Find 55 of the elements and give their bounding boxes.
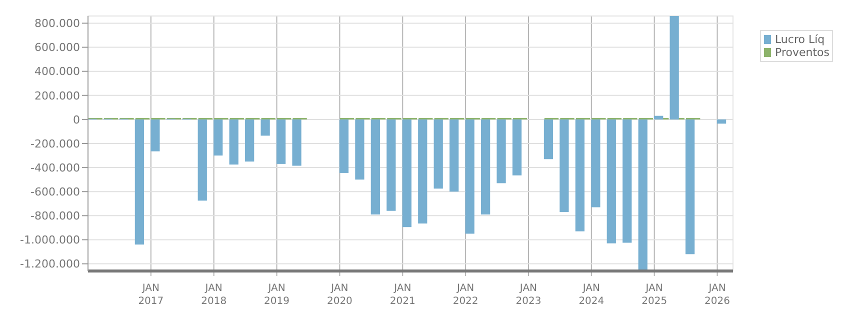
y-tick-label: 400.000 (34, 65, 80, 78)
x-tick-label: JAN 2023 (516, 283, 542, 307)
bar (670, 16, 679, 120)
y-tick-label: -1.200.000 (20, 258, 80, 271)
legend-label: Lucro Líq (775, 33, 825, 46)
bar (339, 119, 349, 173)
bar (622, 119, 632, 243)
x-tick-label: JAN 2026 (704, 283, 730, 307)
y-tick-label: 0 (73, 113, 80, 126)
x-tick-label: JAN 2019 (264, 283, 290, 307)
x-tick-label: JAN 2020 (326, 283, 352, 307)
bar (638, 119, 648, 271)
bar (418, 119, 428, 224)
y-tick-label: 200.000 (34, 89, 80, 102)
bar (370, 119, 380, 214)
x-tick-label: JAN 2022 (452, 283, 478, 307)
x-tick-label: JAN 2018 (201, 283, 227, 307)
bar (355, 119, 364, 180)
y-tick-label: 800.000 (34, 17, 80, 30)
bar (198, 119, 207, 201)
bar (229, 119, 238, 165)
bar (606, 119, 616, 244)
bar (260, 119, 270, 136)
bar (544, 119, 554, 160)
x-tick-label: JAN 2017 (138, 283, 164, 307)
y-tick-label: -600.000 (30, 186, 80, 199)
legend-label: Proventos (775, 46, 830, 59)
bar (496, 119, 506, 184)
bar (716, 119, 726, 124)
bar (292, 119, 302, 166)
bar (386, 119, 396, 211)
bar (214, 119, 223, 156)
bar (512, 119, 522, 176)
y-tick-label: -400.000 (30, 161, 80, 174)
bar (654, 116, 664, 120)
bar (480, 119, 490, 214)
y-tick-label: -1.000.000 (20, 234, 80, 247)
bar (245, 119, 254, 162)
bar (686, 119, 695, 254)
bar (276, 119, 286, 164)
bar (575, 119, 585, 232)
x-tick-label: JAN 2024 (578, 283, 604, 307)
bar (434, 119, 443, 189)
bar (591, 119, 600, 208)
x-tick-label: JAN 2021 (390, 283, 416, 307)
bar (560, 119, 569, 212)
y-tick-label: 600.000 (34, 41, 80, 54)
bar (402, 119, 412, 228)
bar (465, 119, 474, 234)
y-tick-label: -800.000 (30, 210, 80, 223)
bar (150, 119, 160, 152)
bar (450, 119, 459, 192)
x-tick-label: JAN 2025 (642, 283, 668, 307)
y-tick-label: -200.000 (30, 137, 80, 150)
bar (134, 119, 144, 245)
